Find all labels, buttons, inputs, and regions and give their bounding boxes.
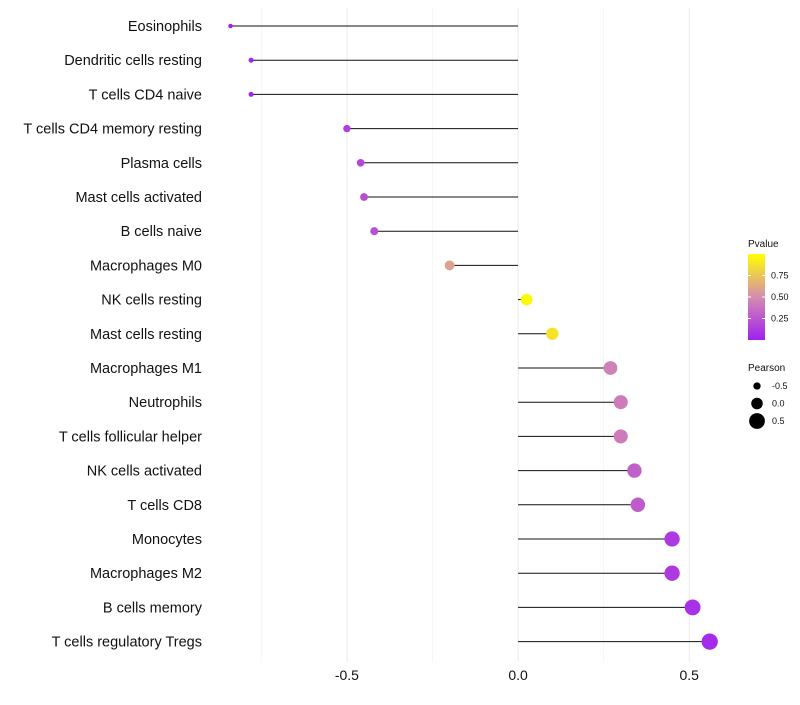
category-label: Macrophages M0 <box>90 258 202 274</box>
data-point <box>613 395 628 410</box>
category-labels: Eosinophils Dendritic cells resting T cell… <box>23 19 202 651</box>
grid-layer <box>260 8 690 662</box>
pearson-legend-dot <box>753 382 761 390</box>
category-label: NK cells resting <box>101 293 202 309</box>
pvalue-legend-tick: 0.75 <box>771 271 789 281</box>
data-point <box>684 599 701 616</box>
pvalue-legend-tick: 0.50 <box>771 292 789 302</box>
pvalue-color-bar <box>748 254 765 340</box>
data-point <box>520 293 533 306</box>
data-point <box>630 497 646 513</box>
stem-layer <box>230 25 710 643</box>
x-tick-label: 0.5 <box>679 667 699 683</box>
point-layer <box>228 23 718 650</box>
category-label: Monocytes <box>132 532 202 548</box>
data-point <box>370 227 379 236</box>
category-label: Mast cells activated <box>75 190 202 206</box>
data-point <box>664 531 680 547</box>
x-tick-label: 0.0 <box>508 667 528 683</box>
data-point <box>664 565 680 581</box>
category-label: Dendritic cells resting <box>64 53 202 69</box>
pearson-legend-label: -0.5 <box>772 381 788 391</box>
pvalue-legend-tick: 0.25 <box>771 314 789 324</box>
category-label: Macrophages M1 <box>90 361 202 377</box>
pearson-legend-title: Pearson <box>748 363 785 374</box>
category-label: T cells follicular helper <box>59 429 202 445</box>
data-point <box>248 91 254 97</box>
pearson-legend-label: 0.5 <box>772 416 785 426</box>
category-label: T cells regulatory Tregs <box>52 635 202 651</box>
data-point <box>228 23 233 29</box>
data-point <box>444 260 455 271</box>
category-label: T cells CD4 memory resting <box>23 122 202 138</box>
pearson-legend-label: 0.0 <box>772 399 785 409</box>
category-label: B cells memory <box>103 600 203 616</box>
data-point <box>248 57 254 63</box>
pearson-legend-dot <box>749 413 765 429</box>
data-point <box>546 327 559 340</box>
category-label: Neutrophils <box>129 395 202 411</box>
category-label: Eosinophils <box>128 19 202 35</box>
category-label: NK cells activated <box>87 464 202 480</box>
data-point <box>343 124 351 133</box>
data-point <box>613 429 628 444</box>
pvalue-legend-title: Pvalue <box>748 239 779 250</box>
category-label: Plasma cells <box>121 156 202 172</box>
data-point <box>627 463 642 478</box>
pearson-legend-dot <box>751 397 763 410</box>
category-label: T cells CD8 <box>127 498 202 514</box>
category-label: Mast cells resting <box>90 327 202 343</box>
data-point <box>603 361 618 375</box>
category-label: T cells CD4 naive <box>89 87 202 103</box>
x-axis-ticks: -0.5 0.0 0.5 <box>335 667 699 683</box>
x-tick-label: -0.5 <box>335 667 359 683</box>
category-label: B cells naive <box>121 224 202 240</box>
data-point <box>356 158 365 167</box>
category-label: Macrophages M2 <box>90 566 202 582</box>
data-point <box>360 193 368 201</box>
data-point <box>701 633 718 650</box>
legend: Pvalue Pearson 0.25 0.50 0.75 -0.5 0.0 0.5 <box>748 239 789 429</box>
